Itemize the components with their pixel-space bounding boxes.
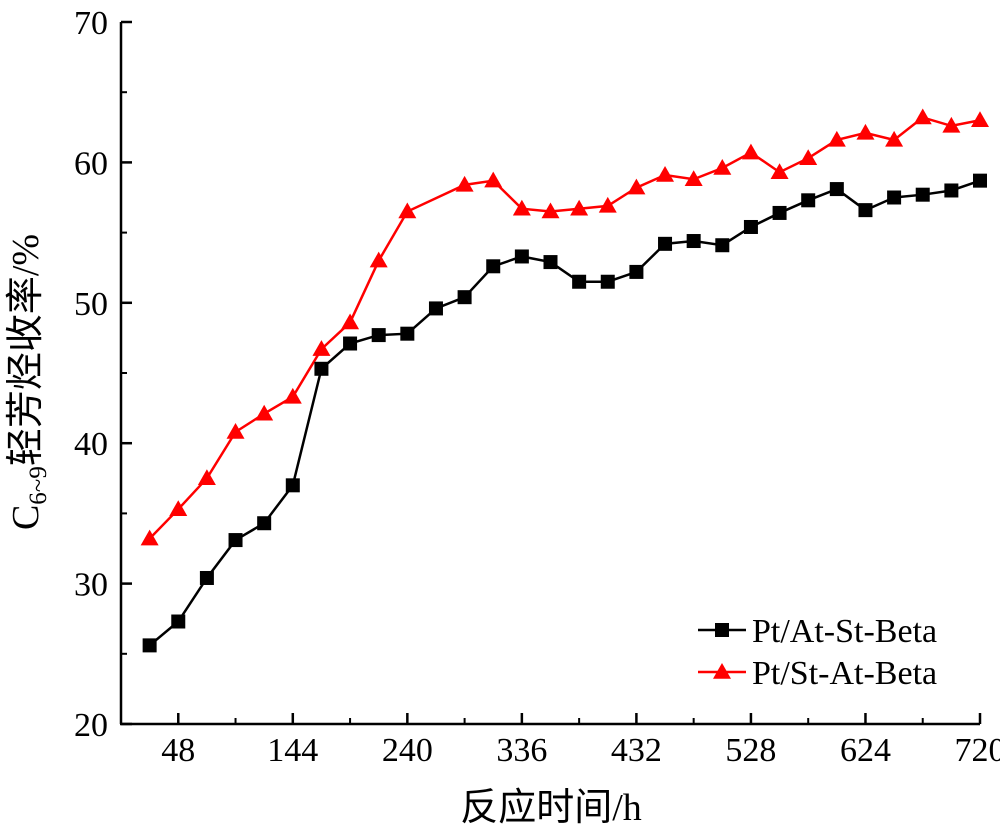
legend-item-1: Pt/At-St-Beta (698, 613, 937, 650)
data-point (369, 251, 388, 268)
data-point (570, 199, 589, 216)
data-point (942, 116, 961, 133)
y-axis-title: C6~9轻芳烃收率/% (5, 234, 52, 530)
data-point (743, 219, 758, 234)
data-point (827, 130, 846, 147)
legend-label: Pt/St-At-Beta (752, 655, 937, 692)
data-point (715, 238, 730, 253)
y-tick-label: 70 (74, 5, 108, 42)
data-point (915, 187, 930, 202)
y-axis-title-subscript: 6~9 (25, 466, 52, 505)
data-point (686, 234, 701, 249)
data-point (772, 205, 787, 220)
legend-marker (713, 663, 731, 679)
y-axis-title-prefix: C (5, 505, 47, 530)
series-line-1 (148, 179, 981, 647)
data-point (400, 326, 415, 341)
data-point (856, 123, 875, 140)
data-point (457, 290, 472, 305)
data-point (572, 274, 587, 289)
data-point (598, 196, 617, 213)
data-point (140, 529, 159, 546)
x-tick-label: 48 (161, 732, 195, 769)
x-tick-label: 528 (725, 732, 776, 769)
data-point (398, 202, 417, 219)
series-lines (148, 116, 981, 647)
y-tick-label: 40 (74, 426, 108, 463)
data-point (801, 193, 816, 208)
data-point (371, 328, 386, 343)
data-point (199, 570, 214, 585)
legend-item-2: Pt/St-At-Beta (698, 655, 937, 692)
x-tick-label: 144 (267, 732, 318, 769)
data-point (858, 203, 873, 218)
data-point (228, 533, 243, 548)
y-tick-label: 50 (74, 286, 108, 323)
data-point (455, 175, 474, 192)
series-markers (140, 108, 989, 653)
legend-marker (715, 623, 729, 637)
ticks: 48 144 240 336 432 528 624 720 20 30 40 50 60 70 (74, 5, 1000, 769)
data-point (197, 469, 216, 486)
data-point (829, 182, 844, 197)
data-point (226, 422, 245, 439)
data-point (541, 202, 560, 219)
data-point (658, 236, 673, 251)
data-point (913, 108, 932, 125)
data-point (543, 255, 558, 270)
y-tick-label: 20 (74, 707, 108, 744)
data-point (629, 264, 644, 279)
data-point (514, 249, 529, 264)
data-point (512, 199, 531, 216)
data-point (285, 478, 300, 493)
x-tick-label: 720 (955, 732, 1000, 769)
data-point (799, 149, 818, 165)
data-point (973, 173, 987, 188)
series-line-2 (148, 116, 981, 540)
data-point (142, 638, 157, 653)
data-point (255, 404, 274, 421)
data-point (171, 614, 186, 629)
legend-label: Pt/At-St-Beta (752, 613, 937, 650)
data-point (343, 336, 358, 351)
y-tick-label: 30 (74, 567, 108, 604)
x-tick-label: 336 (496, 732, 547, 769)
data-point (283, 387, 302, 404)
data-point (885, 130, 904, 147)
x-tick-label: 624 (840, 732, 891, 769)
data-point (600, 274, 615, 289)
data-point (770, 163, 789, 179)
data-point (312, 340, 331, 356)
y-tick-label: 60 (74, 145, 108, 182)
y-axis-title-suffix: 轻芳烃收率/% (5, 234, 47, 466)
data-point (887, 190, 902, 205)
data-point (684, 170, 703, 186)
data-point (428, 301, 443, 316)
data-point (627, 178, 646, 195)
data-point (713, 159, 732, 175)
data-point (944, 183, 959, 198)
data-point (169, 500, 188, 516)
data-point (257, 516, 272, 531)
legend: Pt/At-St-Beta Pt/St-At-Beta (698, 613, 937, 692)
x-axis-title: 反应时间/h (460, 787, 642, 829)
data-point (486, 259, 501, 274)
x-tick-label: 432 (611, 732, 662, 769)
data-point (314, 361, 329, 376)
data-point (341, 313, 360, 330)
data-point (741, 143, 760, 160)
data-point (484, 171, 503, 188)
x-tick-label: 240 (382, 732, 433, 769)
data-point (971, 111, 989, 128)
data-point (656, 166, 675, 182)
